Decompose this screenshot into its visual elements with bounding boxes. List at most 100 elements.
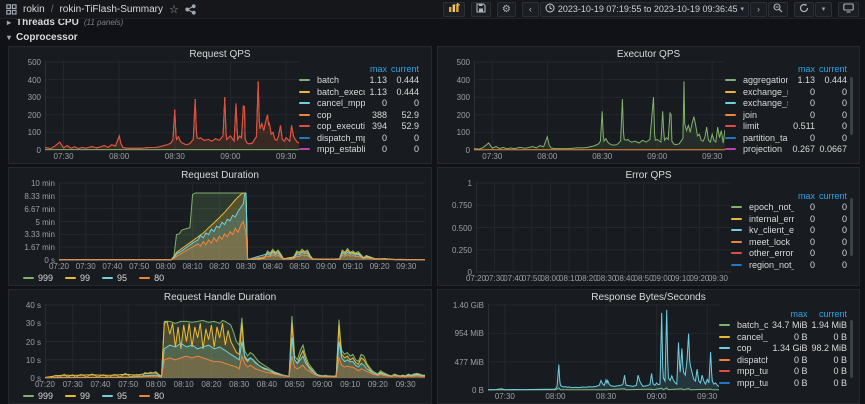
add-panel-button[interactable] [442, 1, 465, 17]
chart-canvas[interactable] [474, 61, 725, 151]
legend-series-name[interactable]: cop [317, 109, 332, 120]
panel-title[interactable]: Request Duration [181, 170, 259, 181]
time-shift-forward-button[interactable]: › [750, 1, 767, 17]
legend-series-name[interactable]: batch_executing [317, 86, 365, 97]
y-tick-label: 0 B [471, 386, 484, 395]
dashboard-row-threads-cpu[interactable]: ▸ Threads CPU (11 panels) [0, 19, 865, 29]
legend-series-name[interactable]: 99 [80, 391, 91, 401]
chart-plot[interactable] [474, 61, 725, 151]
legend-series-name[interactable]: meet_lock [749, 236, 791, 247]
legend-series-name[interactable]: mpp_tunnel_local [737, 377, 768, 388]
legend-series-name[interactable]: join [743, 109, 758, 120]
legend-series-name[interactable]: internal_error [749, 213, 794, 224]
legend-item[interactable]: 999 [23, 273, 53, 283]
time-range-picker[interactable]: 2023-10-19 07:19:55 to 2023-10-19 09:36:… [539, 1, 749, 17]
legend-series-name[interactable]: 80 [154, 391, 165, 401]
legend-sort-header-max[interactable]: max [797, 63, 815, 74]
chart-canvas[interactable] [476, 182, 731, 273]
x-tick-label: 08:00 [540, 274, 561, 283]
dashboards-grid-icon[interactable] [6, 3, 17, 15]
legend-sort-header-current[interactable]: current [818, 63, 847, 74]
legend-series-name[interactable]: 99 [80, 273, 91, 283]
x-tick-label: 08:30 [592, 152, 613, 161]
panel-title[interactable]: Response Bytes/Seconds [591, 292, 706, 303]
legend-series-name[interactable]: exchange_receiver [743, 86, 788, 97]
legend-series-name[interactable]: 95 [117, 273, 128, 283]
legend-sort-header-max[interactable]: max [797, 190, 815, 201]
legend-sort-header-current[interactable]: current [818, 308, 847, 319]
y-tick-label: 400 [27, 75, 41, 85]
panel-title[interactable]: Request QPS [189, 49, 251, 60]
panel-title[interactable]: Request Handle Duration [163, 292, 277, 303]
legend-series-name[interactable]: other_error [749, 248, 794, 259]
chart-plot[interactable] [45, 304, 425, 379]
refresh-interval-dropdown[interactable]: ▾ [815, 1, 832, 17]
legend-series-name[interactable]: batch_cop [737, 320, 768, 331]
legend-series-name[interactable]: kv_client_error [749, 225, 794, 236]
chart-plot[interactable] [488, 304, 719, 391]
legend-series-name[interactable]: limit [743, 121, 759, 132]
panel-title[interactable]: Executor QPS [616, 49, 681, 60]
legend-series-name[interactable]: 999 [38, 273, 54, 283]
chart-plot[interactable] [45, 61, 299, 151]
legend-series-name[interactable]: dispatch_mpp_task [317, 132, 365, 143]
legend-series-name[interactable]: cop_executing [317, 121, 366, 132]
dashboard-settings-button[interactable]: ⚙ [496, 1, 516, 17]
legend-sort-header-current[interactable]: current [818, 190, 847, 201]
legend-scrollbar[interactable] [850, 320, 853, 378]
chart-canvas[interactable] [45, 61, 299, 151]
x-tick-label: 08:50 [289, 262, 310, 271]
legend-max-value: 394 [371, 121, 387, 132]
legend-item[interactable]: 95 [102, 391, 127, 401]
legend-item[interactable]: 99 [65, 391, 90, 401]
row-title[interactable]: Threads CPU [16, 19, 79, 28]
legend-series-name[interactable]: dispatch_mpp_task [737, 354, 768, 365]
row-title[interactable]: Coprocessor [16, 31, 78, 43]
save-dashboard-button[interactable] [470, 1, 491, 17]
x-tick-label: 08:10 [559, 274, 580, 283]
legend-series-name[interactable]: region_not_found [749, 259, 794, 270]
legend-item[interactable]: 95 [102, 273, 127, 283]
legend-series-name[interactable]: exchange_sender [743, 98, 788, 109]
legend-series-name[interactable]: 999 [38, 391, 54, 401]
time-shift-back-button[interactable]: ‹ [521, 1, 539, 17]
legend-series-name[interactable]: projection [743, 144, 783, 155]
breadcrumb-dashboard[interactable]: rokin-TiFlash-Summary [59, 3, 163, 15]
legend-sort-header-max[interactable]: max [369, 63, 387, 74]
legend-series-name[interactable]: 80 [154, 273, 165, 283]
legend-series-name[interactable]: cancel_mpp_task [737, 331, 768, 342]
zoom-out-time-button[interactable] [768, 1, 788, 17]
legend-series-name[interactable]: 95 [117, 391, 128, 401]
series-area-95 [59, 193, 425, 260]
chart-canvas[interactable] [45, 304, 425, 379]
legend-series-name[interactable]: partition_table_scan [743, 132, 788, 143]
legend-series-name[interactable]: epoch_not_match [749, 202, 794, 213]
legend-current-value: 0 [841, 98, 847, 109]
breadcrumb-folder[interactable]: rokin [23, 3, 45, 15]
legend-series-name[interactable]: cop [737, 343, 752, 354]
legend-series-name[interactable]: aggregation [743, 75, 789, 86]
legend-series-name[interactable]: batch [317, 75, 340, 86]
star-icon[interactable]: ☆ [169, 3, 179, 16]
legend-series-name[interactable]: mpp_establish_conn [317, 144, 366, 155]
legend-item[interactable]: 99 [65, 273, 90, 283]
legend-color-swatch [299, 125, 310, 128]
kiosk-mode-button[interactable] [838, 1, 859, 17]
chart-canvas[interactable] [488, 304, 719, 391]
legend-item[interactable]: 999 [23, 391, 53, 401]
legend-item[interactable]: 80 [139, 391, 164, 401]
chart-plot[interactable] [59, 182, 425, 261]
dashboard-row-coprocessor[interactable]: ▾ Coprocessor [0, 29, 865, 45]
legend-item[interactable]: 80 [139, 273, 164, 283]
share-icon[interactable] [185, 3, 196, 15]
legend-scrollbar[interactable] [850, 77, 853, 135]
legend-scrollbar[interactable] [850, 198, 853, 256]
refresh-button[interactable] [794, 1, 814, 17]
legend-sort-header-current[interactable]: current [390, 63, 419, 74]
legend-series-name[interactable]: mpp_tunnel [737, 366, 768, 377]
legend-sort-header-max[interactable]: max [790, 308, 808, 319]
chart-canvas[interactable] [59, 182, 425, 261]
legend-series-name[interactable]: cancel_mpp_task [317, 98, 366, 109]
panel-title[interactable]: Error QPS [625, 170, 672, 181]
chart-plot[interactable] [476, 182, 731, 273]
